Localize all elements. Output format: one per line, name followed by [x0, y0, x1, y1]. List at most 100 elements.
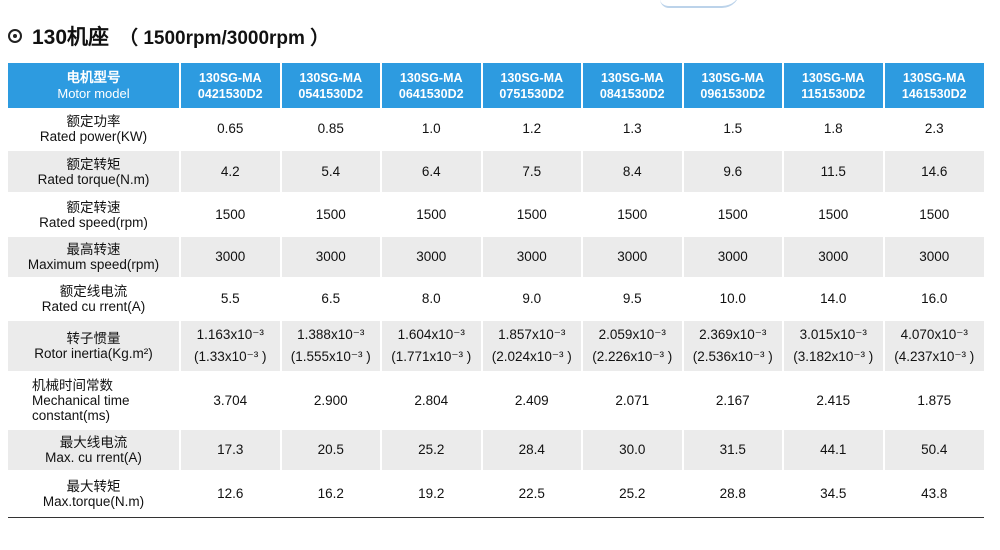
- value-text: 6.5: [321, 291, 341, 306]
- value-cell: 4.070x10⁻³ (4.237x10⁻³ ): [883, 320, 984, 373]
- model-header-cell: 130SG-MA 0961530D2: [682, 63, 784, 108]
- model-line2: 0641530D2: [398, 86, 464, 101]
- value-text: 17.3: [217, 442, 244, 457]
- value-text: 8.0: [421, 291, 441, 306]
- value-cell: 10.0: [682, 278, 784, 321]
- value-cell: 3000: [381, 236, 483, 279]
- value-text: 2.059x10⁻³: [598, 327, 666, 342]
- value-text-secondary: (1.771x10⁻³ ): [391, 349, 472, 364]
- value-cell: 1500: [582, 193, 684, 237]
- value-text: 14.6: [921, 163, 948, 179]
- value-text: 3000: [416, 249, 447, 264]
- decorative-swoosh: [660, 0, 740, 8]
- value-text: 6.4: [421, 163, 441, 179]
- value-cell: 3000: [280, 236, 382, 279]
- value-text: 16.0: [921, 291, 948, 306]
- value-cell: 3000: [682, 236, 784, 279]
- table-row: 额定功率 Rated power(KW) 0.65 0.85 1.0 1.2 1.3 1.5 1…: [8, 108, 984, 151]
- value-cell: 43.8: [883, 471, 984, 517]
- value-text: 5.4: [321, 163, 341, 179]
- value-cell: 25.2: [381, 429, 483, 472]
- value-text: 1.857x10⁻³: [498, 327, 566, 342]
- value-cell: 1.163x10⁻³ (1.33x10⁻³ ): [180, 320, 282, 373]
- value-text-secondary: (4.237x10⁻³ ): [894, 349, 975, 364]
- value-cell: 9.6: [682, 150, 784, 194]
- table-row: 转子惯量 Rotor inertia(Kg.m²) 1.163x10⁻³ (1.33x…: [8, 320, 984, 373]
- value-cell: 2.071: [582, 372, 684, 430]
- value-text: 4.070x10⁻³: [900, 327, 968, 342]
- row-label-cell: 机械时间常数 Mechanical time constant(ms): [8, 372, 181, 430]
- row-label-cell: 最大线电流 Max. cu rrent(A): [8, 429, 181, 472]
- row-label-cell: 最大转矩 Max.torque(N.m): [8, 471, 181, 517]
- value-cell: 19.2: [381, 471, 483, 517]
- value-text: 3000: [315, 249, 346, 264]
- value-text: 1500: [717, 206, 748, 222]
- value-cell: 2.415: [783, 372, 885, 430]
- row-label-zh: 最大线电流: [59, 435, 128, 450]
- bottom-rule: [8, 517, 984, 518]
- value-text: 1500: [617, 206, 648, 222]
- table-row: 最大线电流 Max. cu rrent(A) 17.3 20.5 25.2 28.4 30.…: [8, 429, 984, 472]
- row-label-en: Rated cu rrent(A): [41, 299, 146, 314]
- value-text: 2.409: [514, 392, 549, 408]
- value-cell: 1.604x10⁻³ (1.771x10⁻³ ): [381, 320, 483, 373]
- value-cell: 1500: [180, 193, 282, 237]
- row-label-en-line2: constant(ms): [32, 408, 111, 423]
- row-label-zh: 转子惯量: [66, 331, 121, 346]
- value-text: 7.5: [522, 163, 542, 179]
- value-cell: 5.5: [180, 278, 282, 321]
- value-text: 3000: [215, 249, 246, 264]
- value-cell: 5.4: [280, 150, 382, 194]
- value-text: 30.0: [619, 442, 646, 457]
- row-label-cell: 额定转矩 Rated torque(N.m): [8, 150, 181, 194]
- value-text: 2.369x10⁻³: [699, 327, 767, 342]
- value-text: 34.5: [820, 485, 847, 501]
- value-cell: 2.369x10⁻³ (2.536x10⁻³ ): [682, 320, 784, 373]
- value-text: 20.5: [317, 442, 344, 457]
- value-cell: 1.2: [481, 108, 583, 151]
- table-row: 机械时间常数 Mechanical time constant(ms) 3.704 2.…: [8, 372, 984, 430]
- row-label-zh: 额定转速: [66, 199, 121, 215]
- value-cell: 4.2: [180, 150, 282, 194]
- value-cell: 11.5: [783, 150, 885, 194]
- row-label-cell: 最高转速 Maximum speed(rpm): [8, 236, 181, 279]
- section-title: 130机座 （ 1500rpm/3000rpm ）: [8, 22, 329, 50]
- value-cell: 8.4: [582, 150, 684, 194]
- value-text: 44.1: [820, 442, 847, 457]
- value-cell: 1.5: [682, 108, 784, 151]
- value-text: 2.900: [313, 392, 348, 408]
- value-text: 1.604x10⁻³: [397, 327, 465, 342]
- value-cell: 30.0: [582, 429, 684, 472]
- model-line2: 0751530D2: [499, 86, 565, 101]
- row-label-zh: 额定转矩: [66, 156, 121, 172]
- value-text: 16.2: [317, 485, 344, 501]
- value-text: 1500: [315, 206, 346, 222]
- value-cell: 3000: [883, 236, 984, 279]
- value-cell: 0.85: [280, 108, 382, 151]
- value-cell: 1500: [883, 193, 984, 237]
- value-cell: 3000: [180, 236, 282, 279]
- model-line1: 130SG-MA: [198, 70, 262, 85]
- value-cell: 2.059x10⁻³ (2.226x10⁻³ ): [582, 320, 684, 373]
- value-text-secondary: (2.024x10⁻³ ): [491, 349, 572, 364]
- table-row: 最高转速 Maximum speed(rpm) 3000 3000 3000 3000 30…: [8, 236, 984, 279]
- row-label-en: Rated torque(N.m): [37, 171, 150, 187]
- value-text: 1.0: [421, 120, 441, 136]
- value-text: 3.015x10⁻³: [799, 327, 867, 342]
- row-label-zh: 额定线电流: [59, 284, 128, 299]
- model-line2: 1461530D2: [901, 86, 967, 101]
- value-cell: 1.388x10⁻³ (1.555x10⁻³ ): [280, 320, 382, 373]
- value-text: 3000: [919, 249, 950, 264]
- motor-spec-table: 电机型号 Motor model 130SG-MA 0421530D2 130SG…: [8, 63, 984, 517]
- model-line2: 0961530D2: [700, 86, 766, 101]
- value-text: 5.5: [220, 291, 240, 306]
- value-cell: 1.857x10⁻³ (2.024x10⁻³ ): [481, 320, 583, 373]
- value-text: 4.2: [220, 163, 240, 179]
- model-header-cell: 130SG-MA 1151530D2: [783, 63, 885, 108]
- radio-bullet-icon: [8, 29, 22, 43]
- value-text: 14.0: [820, 291, 847, 306]
- model-header-cell: 130SG-MA 0641530D2: [381, 63, 483, 108]
- value-text: 0.65: [217, 120, 244, 136]
- value-text: 2.167: [715, 392, 750, 408]
- value-text: 1500: [215, 206, 246, 222]
